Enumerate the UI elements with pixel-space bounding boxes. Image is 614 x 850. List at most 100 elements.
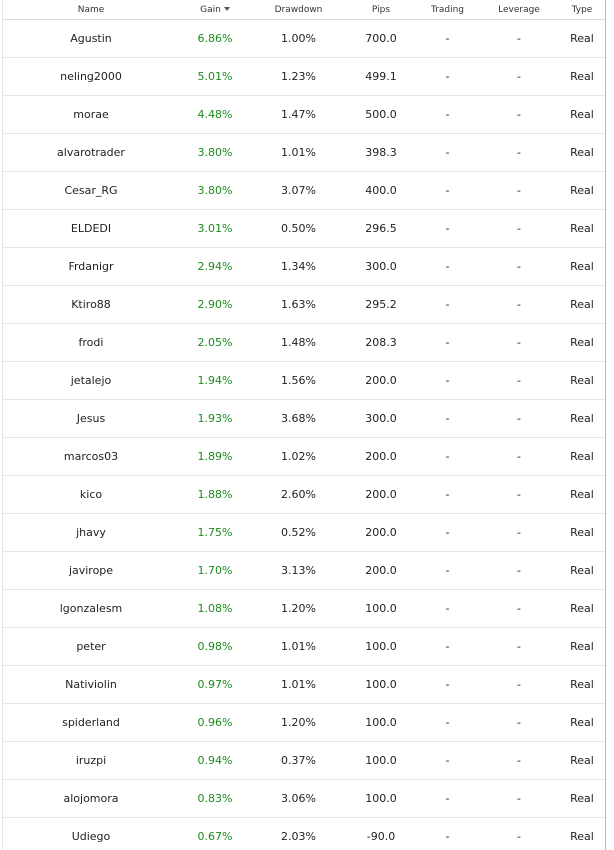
column-header[interactable]: Trading: [416, 5, 479, 15]
leverage: -: [517, 678, 521, 691]
table-row: neling2000 5.01% 1.23% 499.1 - - Real: [3, 58, 605, 96]
gain: 0.67%: [197, 830, 233, 843]
account-type: Real: [570, 108, 594, 121]
drawdown: 0.52%: [281, 526, 316, 539]
gain: 1.75%: [197, 526, 233, 539]
pips: 296.5: [365, 222, 397, 235]
table-row: morae 4.48% 1.47% 500.0 - - Real: [3, 96, 605, 134]
pips: 100.0: [365, 678, 397, 691]
trading: -: [445, 526, 450, 539]
table-row: javirope 1.70% 3.13% 200.0 - - Real: [3, 552, 605, 590]
trading: -: [445, 602, 450, 615]
account-type: Real: [570, 754, 594, 767]
leverage: -: [517, 412, 521, 425]
account-type: Real: [570, 32, 594, 45]
trading: -: [445, 70, 450, 83]
column-header[interactable]: Gain: [179, 5, 251, 15]
pips: 100.0: [365, 754, 397, 767]
trading: -: [445, 336, 450, 349]
account-type: Real: [570, 716, 594, 729]
gain: 1.08%: [197, 602, 233, 615]
leverage: -: [517, 640, 521, 653]
table-row: Udiego 0.67% 2.03% -90.0 - - Real: [3, 818, 605, 850]
trading: -: [445, 374, 450, 387]
gain: 1.70%: [197, 564, 233, 577]
gain: 0.96%: [197, 716, 233, 729]
leverage: -: [517, 830, 521, 843]
leverage: -: [517, 374, 521, 387]
column-header-text: Leverage: [498, 4, 540, 15]
trading: -: [445, 108, 450, 121]
leverage: -: [517, 70, 521, 83]
trader-name: kico: [79, 488, 103, 501]
gain: 4.48%: [197, 108, 233, 121]
pips: 200.0: [365, 450, 397, 463]
trading: -: [445, 222, 450, 235]
pips: 208.3: [365, 336, 397, 349]
leverage: -: [517, 754, 521, 767]
trader-name: morae: [73, 108, 109, 121]
account-type: Real: [570, 184, 594, 197]
trader-name: Agustin: [70, 32, 112, 45]
table-row: Ktiro88 2.90% 1.63% 295.2 - - Real: [3, 286, 605, 324]
gain: 3.80%: [197, 184, 233, 197]
trader-name: marcos03: [63, 450, 119, 463]
account-type: Real: [570, 374, 594, 387]
column-header[interactable]: Name: [3, 5, 179, 15]
leverage: -: [517, 260, 521, 273]
drawdown: 1.02%: [281, 450, 316, 463]
drawdown: 1.01%: [281, 640, 316, 653]
trading: -: [445, 260, 450, 273]
trader-name: Ktiro88: [71, 298, 111, 311]
leverage: -: [517, 450, 521, 463]
pips: 400.0: [365, 184, 397, 197]
account-type: Real: [570, 602, 594, 615]
table-row: ELDEDI 3.01% 0.50% 296.5 - - Real: [3, 210, 605, 248]
column-header-text: Drawdown: [274, 4, 323, 15]
account-type: Real: [570, 488, 594, 501]
column-header[interactable]: Type: [559, 5, 605, 15]
trader-name: alvarotrader: [57, 146, 125, 159]
table-row: Frdanigr 2.94% 1.34% 300.0 - - Real: [3, 248, 605, 286]
gain: 2.05%: [197, 336, 233, 349]
table-row: Jesus 1.93% 3.68% 300.0 - - Real: [3, 400, 605, 438]
leverage: -: [517, 222, 521, 235]
table-row: marcos03 1.89% 1.02% 200.0 - - Real: [3, 438, 605, 476]
trader-name: frodi: [78, 336, 104, 349]
account-type: Real: [570, 564, 594, 577]
pips: 295.2: [365, 298, 397, 311]
trading: -: [445, 298, 450, 311]
trading: -: [445, 640, 450, 653]
table-row: Agustin 6.86% 1.00% 700.0 - - Real: [3, 20, 605, 58]
pips: 500.0: [365, 108, 397, 121]
leverage: -: [517, 146, 521, 159]
table-row: peter 0.98% 1.01% 100.0 - - Real: [3, 628, 605, 666]
column-header[interactable]: Pips: [346, 5, 416, 15]
drawdown: 0.37%: [281, 754, 316, 767]
account-type: Real: [570, 260, 594, 273]
pips: 100.0: [365, 640, 397, 653]
column-header[interactable]: Drawdown: [251, 5, 346, 15]
drawdown: 1.48%: [281, 336, 316, 349]
account-type: Real: [570, 336, 594, 349]
trader-name: spiderland: [62, 716, 120, 729]
gain: 0.83%: [197, 792, 233, 805]
account-type: Real: [570, 678, 594, 691]
account-type: Real: [570, 830, 594, 843]
pips: 499.1: [365, 70, 397, 83]
table-row: alojomora 0.83% 3.06% 100.0 - - Real: [3, 780, 605, 818]
account-type: Real: [570, 146, 594, 159]
pips: 398.3: [365, 146, 397, 159]
drawdown: 1.20%: [281, 716, 316, 729]
gain: 3.80%: [197, 146, 233, 159]
column-header[interactable]: Leverage: [479, 5, 559, 15]
leverage: -: [517, 602, 521, 615]
leverage: -: [517, 526, 521, 539]
pips: 200.0: [365, 526, 397, 539]
trading: -: [445, 412, 450, 425]
drawdown: 2.03%: [281, 830, 316, 843]
table-row: kico 1.88% 2.60% 200.0 - - Real: [3, 476, 605, 514]
drawdown: 3.06%: [281, 792, 316, 805]
column-header-text: Name: [77, 4, 105, 15]
